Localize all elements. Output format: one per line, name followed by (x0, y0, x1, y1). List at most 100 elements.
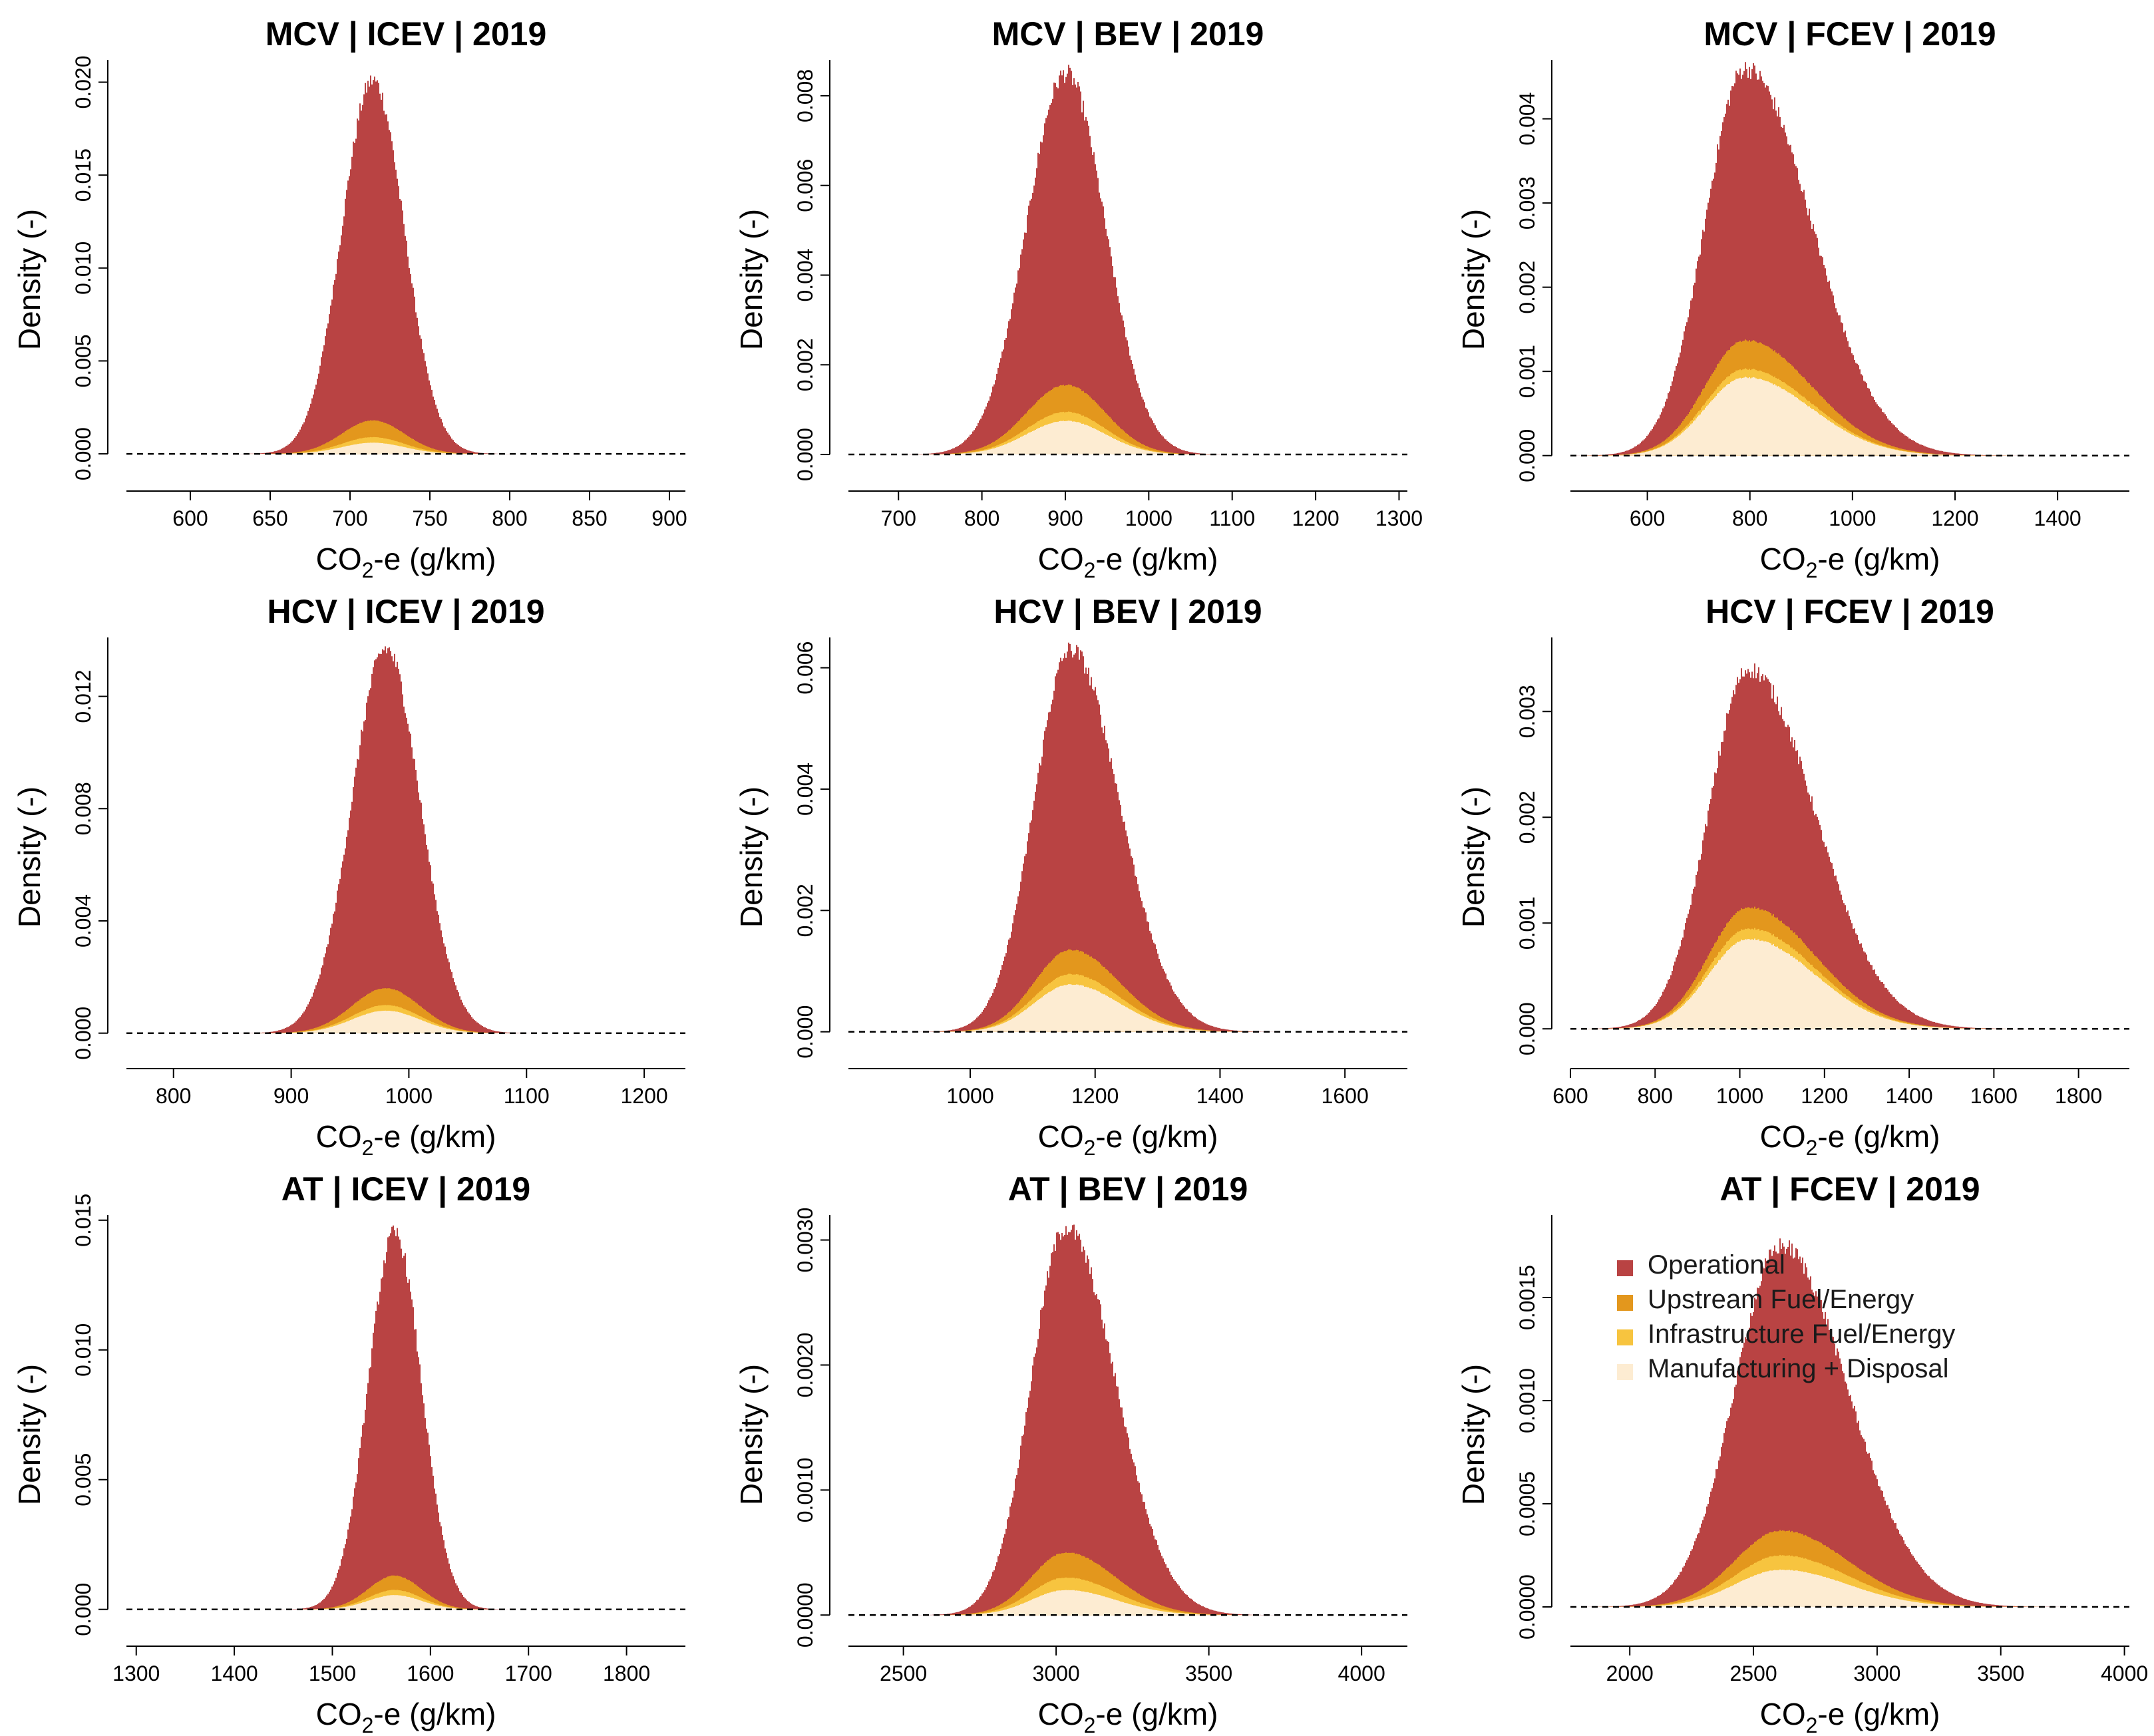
x-tick-label: 1200 (1292, 506, 1339, 530)
y-tick-label: 0.006 (793, 159, 817, 212)
x-axis-label: CO2-e (g/km) (1760, 1119, 1940, 1160)
y-tick-label: 0.0020 (793, 1333, 817, 1398)
y-axis-label: Density (-) (12, 1364, 47, 1505)
x-tick-label: 900 (273, 1084, 309, 1108)
x-tick-label: 650 (252, 506, 287, 530)
series-manufacturing-disposal-area (848, 984, 1407, 1032)
x-tick-label: 3500 (1185, 1661, 1232, 1685)
x-tick-label: 1700 (505, 1661, 552, 1685)
y-tick-label: 0.008 (71, 782, 95, 835)
series-manufacturing-disposal-area (126, 1010, 685, 1033)
series-upstream-fuel-energy-area (848, 949, 1407, 1032)
panel-title: AT | ICEV | 2019 (281, 1170, 530, 1208)
x-axis-label: CO2-e (g/km) (1760, 542, 1940, 582)
y-tick-label: 0.003 (1515, 176, 1539, 230)
y-tick-label: 0.010 (71, 242, 95, 295)
x-tick-label: 1200 (1931, 506, 1978, 530)
x-tick-label: 1400 (1885, 1084, 1932, 1108)
y-axis-label: Density (-) (1456, 209, 1491, 350)
y-axis-label: Density (-) (1456, 1364, 1491, 1505)
x-tick-label: 900 (1047, 506, 1083, 530)
y-tick-label: 0.002 (793, 884, 817, 937)
x-tick-label: 800 (156, 1084, 191, 1108)
y-tick-label: 0.015 (71, 1194, 95, 1247)
x-tick-label: 3000 (1853, 1661, 1900, 1685)
series-operational-area (848, 65, 1407, 454)
x-tick-label: 3500 (1977, 1661, 2024, 1685)
y-tick-label: 0.002 (1515, 790, 1539, 844)
x-tick-label: 800 (1732, 506, 1767, 530)
panel-hcv-icev-2019: HCV | ICEV | 2019 800 900 1000 1100 1200 CO2-e… (12, 593, 685, 1160)
x-tick-label: 1000 (1829, 506, 1876, 530)
series-manufacturing-disposal-area (848, 1590, 1407, 1616)
x-tick-label: 1400 (211, 1661, 258, 1685)
x-tick-label: 1000 (385, 1084, 433, 1108)
y-tick-label: 0.001 (1515, 896, 1539, 950)
x-tick-label: 1000 (1716, 1084, 1763, 1108)
x-tick-label: 900 (651, 506, 687, 530)
y-tick-label: 0.004 (71, 894, 95, 948)
legend-swatch-operational (1617, 1260, 1633, 1276)
series-operational-area (126, 1225, 685, 1610)
x-tick-label: 4000 (1338, 1661, 1385, 1685)
y-axis-label: Density (-) (734, 209, 769, 350)
x-tick-label: 3000 (1033, 1661, 1080, 1685)
panel-mcv-icev-2019: MCV | ICEV | 2019 600 650 700 750 800 850 900 CO… (12, 15, 687, 582)
series-operational-area (848, 1224, 1407, 1616)
panel-mcv-fcev-2019: MCV | FCEV | 2019 600 800 1000 1200 1400 CO2-e… (1456, 15, 2129, 582)
y-tick-label: 0.0005 (1515, 1471, 1539, 1536)
y-tick-label: 0.0010 (1515, 1368, 1539, 1433)
y-axis-label: Density (-) (734, 1364, 769, 1505)
x-axis-label: CO2-e (g/km) (1038, 1697, 1218, 1736)
x-axis-label: CO2-e (g/km) (1038, 1119, 1218, 1160)
series-infrastructure-fuel-energy-area (126, 436, 685, 454)
series-operational-area (1570, 663, 2129, 1029)
series-operational-area (848, 642, 1407, 1032)
y-tick-label: 0.000 (793, 428, 817, 481)
y-axis-label: Density (-) (12, 209, 47, 350)
y-tick-label: 0.012 (71, 670, 95, 723)
panel-title: MCV | FCEV | 2019 (1704, 15, 1996, 53)
x-tick-label: 700 (332, 506, 367, 530)
y-tick-label: 0.004 (1515, 92, 1539, 146)
panel-title: AT | FCEV | 2019 (1719, 1170, 1980, 1208)
x-tick-label: 1800 (603, 1661, 650, 1685)
y-tick-label: 0.005 (71, 1453, 95, 1506)
legend-label-infrastructure-fuel-energy: Infrastructure Fuel/Energy (1648, 1319, 1955, 1349)
y-tick-label: 0.002 (1515, 261, 1539, 314)
y-tick-label: 0.015 (71, 148, 95, 202)
y-tick-label: 0.020 (71, 55, 95, 108)
panel-title: HCV | FCEV | 2019 (1705, 593, 1994, 631)
y-tick-label: 0.004 (793, 763, 817, 816)
legend-swatch-infrastructure-fuel-energy (1617, 1329, 1633, 1345)
x-tick-label: 2500 (1729, 1661, 1777, 1685)
x-tick-label: 1100 (1209, 506, 1255, 530)
x-tick-label: 2000 (1606, 1661, 1654, 1685)
y-tick-label: 0.0000 (793, 1582, 817, 1648)
series-infrastructure-fuel-energy-area (848, 973, 1407, 1032)
x-axis-label: CO2-e (g/km) (316, 1119, 496, 1160)
legend-label-operational: Operational (1648, 1250, 1785, 1280)
series-operational-area (126, 646, 685, 1033)
y-tick-label: 0.008 (793, 69, 817, 122)
legend-swatch-manufacturing-disposal (1617, 1364, 1633, 1380)
y-axis-label: Density (-) (12, 786, 47, 928)
y-tick-label: 0.000 (793, 1005, 817, 1059)
series-infrastructure-fuel-energy-area (1570, 1554, 2129, 1607)
y-tick-label: 0.000 (71, 1583, 95, 1636)
x-tick-label: 1100 (504, 1084, 550, 1108)
panel-hcv-bev-2019: HCV | BEV | 2019 1000 1200 1400 1600 CO2-e (g… (734, 593, 1407, 1160)
panel-at-bev-2019: AT | BEV | 2019 2500 3000 3500 4000 CO2-e (g/… (734, 1170, 1407, 1736)
y-tick-label: 0.004 (793, 248, 817, 301)
y-tick-label: 0.001 (1515, 345, 1539, 398)
panel-title: AT | BEV | 2019 (1008, 1170, 1248, 1208)
series-upstream-fuel-energy-area (848, 384, 1407, 454)
panel-at-icev-2019: AT | ICEV | 2019 1300 1400 1500 1600 1700 1800… (12, 1170, 685, 1736)
x-axis-label: CO2-e (g/km) (1038, 542, 1218, 582)
series-upstream-fuel-energy-area (1570, 1530, 2129, 1607)
legend-swatch-upstream-fuel-energy (1617, 1295, 1633, 1311)
x-tick-label: 1600 (407, 1661, 454, 1685)
series-operational-area (1570, 62, 2129, 456)
x-tick-label: 1600 (1322, 1084, 1369, 1108)
